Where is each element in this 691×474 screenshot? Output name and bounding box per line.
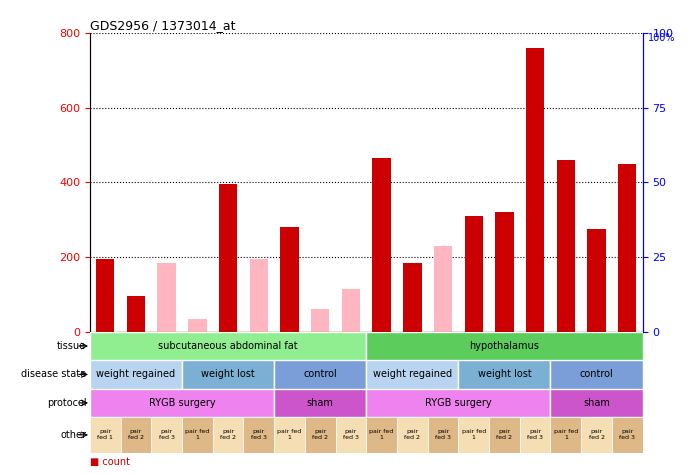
Bar [526, 48, 545, 332]
Text: pair
fed 3: pair fed 3 [159, 429, 175, 440]
Bar [158, 263, 176, 332]
Bar [587, 229, 606, 332]
Text: control: control [303, 369, 337, 380]
Bar [618, 164, 636, 332]
Bar [274, 389, 366, 417]
Bar [90, 417, 120, 453]
Bar [126, 296, 145, 332]
Bar [305, 417, 336, 453]
Bar [90, 360, 182, 389]
Text: weight regained: weight regained [372, 369, 452, 380]
Text: pair fed
1: pair fed 1 [185, 429, 209, 440]
Text: pair
fed 3: pair fed 3 [343, 429, 359, 440]
Text: hypothalamus: hypothalamus [469, 341, 540, 351]
Text: protocol: protocol [47, 398, 86, 408]
Bar [397, 417, 428, 453]
Text: pair fed
1: pair fed 1 [553, 429, 578, 440]
Text: weight regained: weight regained [96, 369, 176, 380]
Text: tissue: tissue [57, 341, 86, 351]
Text: pair
fed 2: pair fed 2 [496, 429, 513, 440]
Text: pair
fed 2: pair fed 2 [312, 429, 328, 440]
Text: RYGB surgery: RYGB surgery [149, 398, 216, 408]
Bar [90, 332, 366, 360]
Bar [403, 263, 422, 332]
Bar [96, 259, 115, 332]
Bar [551, 417, 581, 453]
Text: weight lost: weight lost [201, 369, 255, 380]
Bar [366, 417, 397, 453]
Bar [336, 417, 366, 453]
Text: pair fed
1: pair fed 1 [462, 429, 486, 440]
Text: pair fed
1: pair fed 1 [277, 429, 301, 440]
Text: pair
fed 3: pair fed 3 [527, 429, 543, 440]
Text: weight lost: weight lost [477, 369, 531, 380]
Bar [495, 212, 513, 332]
Bar [551, 389, 643, 417]
Bar [464, 216, 483, 332]
Bar [213, 417, 243, 453]
Bar [458, 360, 551, 389]
Text: RYGB surgery: RYGB surgery [425, 398, 492, 408]
Text: disease state: disease state [21, 369, 86, 380]
Text: control: control [580, 369, 614, 380]
Bar [182, 360, 274, 389]
Bar [219, 184, 237, 332]
Text: pair
fed 2: pair fed 2 [220, 429, 236, 440]
Text: sham: sham [583, 398, 610, 408]
Bar [557, 160, 575, 332]
Bar [274, 417, 305, 453]
Text: ■ count: ■ count [90, 457, 130, 467]
Bar [489, 417, 520, 453]
Text: pair fed
1: pair fed 1 [370, 429, 394, 440]
Bar [182, 417, 213, 453]
Bar [341, 289, 360, 332]
Bar [551, 360, 643, 389]
Bar [612, 417, 643, 453]
Bar [520, 417, 551, 453]
Bar [274, 360, 366, 389]
Text: pair
fed 3: pair fed 3 [619, 429, 635, 440]
Text: pair
fed 3: pair fed 3 [251, 429, 267, 440]
Bar [188, 319, 207, 332]
Bar [372, 158, 391, 332]
Bar [428, 417, 458, 453]
Text: other: other [60, 430, 86, 440]
Text: pair
fed 1: pair fed 1 [97, 429, 113, 440]
Text: subcutaneous abdominal fat: subcutaneous abdominal fat [158, 341, 298, 351]
Bar [311, 310, 330, 332]
Text: pair
fed 3: pair fed 3 [435, 429, 451, 440]
Bar [90, 389, 274, 417]
Bar [243, 417, 274, 453]
Bar [458, 417, 489, 453]
Bar [151, 417, 182, 453]
Bar [120, 417, 151, 453]
Bar [434, 246, 452, 332]
Text: pair
fed 2: pair fed 2 [404, 429, 420, 440]
Bar [581, 417, 612, 453]
Text: sham: sham [307, 398, 334, 408]
Text: pair
fed 2: pair fed 2 [589, 429, 605, 440]
Bar [366, 360, 458, 389]
Text: 100%: 100% [648, 33, 676, 43]
Bar [366, 332, 643, 360]
Bar [249, 259, 268, 332]
Bar [366, 389, 551, 417]
Text: GDS2956 / 1373014_at: GDS2956 / 1373014_at [90, 19, 236, 32]
Bar [281, 228, 299, 332]
Text: pair
fed 2: pair fed 2 [128, 429, 144, 440]
